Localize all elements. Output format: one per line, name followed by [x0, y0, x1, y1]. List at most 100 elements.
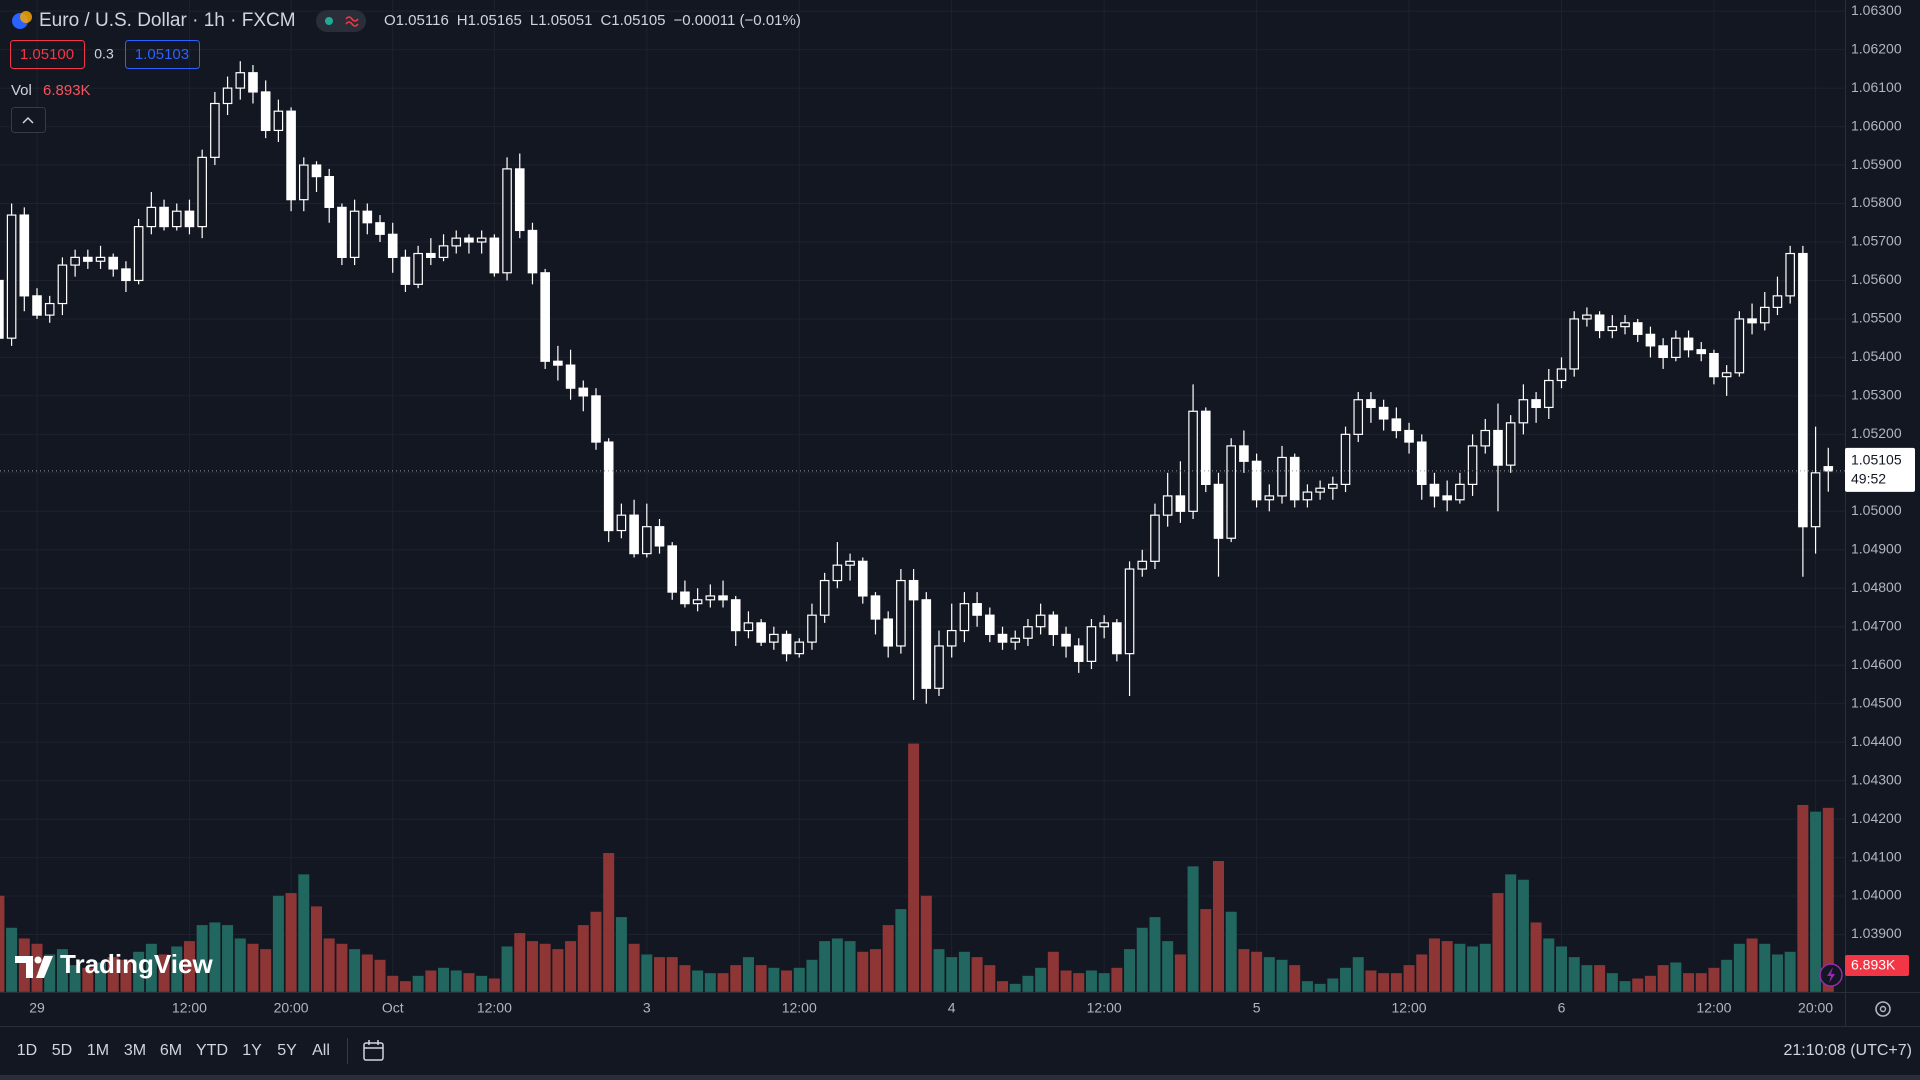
settings-button[interactable] [1875, 1001, 1891, 1017]
candle-body [1099, 622, 1109, 628]
candle-body [832, 564, 843, 582]
candle-body [1810, 472, 1821, 528]
volume-bar [463, 973, 475, 992]
candle-body [1683, 337, 1694, 351]
candle-body [349, 210, 360, 258]
x-tick-label: 12:00 [172, 1000, 207, 1016]
spread: 0.3 [94, 46, 114, 62]
sell-button[interactable] [10, 40, 85, 69]
candle-body [1366, 399, 1376, 409]
candle-body [1086, 626, 1097, 662]
volume-bar [895, 909, 907, 992]
candle-body [210, 102, 220, 158]
range-button[interactable]: 1M [87, 1042, 109, 1059]
range-button[interactable]: 5Y [277, 1042, 297, 1059]
volume-bar [565, 941, 577, 992]
candle-body [654, 526, 665, 547]
ohlc-prefix: O [384, 12, 396, 29]
volume-bar [349, 949, 361, 992]
y-tick-label: 1.05800 [1851, 194, 1902, 210]
symbol-icon [20, 11, 32, 23]
volume-bar [844, 941, 856, 992]
candle-body [1353, 399, 1364, 435]
y-tick-label: 1.05500 [1851, 310, 1902, 326]
candle-body [1455, 483, 1465, 501]
candle-body [108, 256, 119, 270]
range-button[interactable]: 1D [17, 1042, 37, 1059]
volume-bar [336, 943, 348, 992]
volume-bar [272, 895, 284, 992]
delay-icon [345, 16, 359, 27]
range-button[interactable]: 3M [124, 1042, 146, 1059]
volume-bar [247, 943, 259, 992]
volume-bar [1759, 943, 1771, 992]
volume-bar [399, 981, 411, 992]
candle-body [1442, 495, 1452, 501]
volume-bar [933, 949, 945, 992]
range-button[interactable]: 1Y [242, 1042, 262, 1059]
volume-bar [1467, 946, 1479, 992]
y-tick-label: 1.05900 [1851, 156, 1902, 172]
volume-bar [666, 957, 678, 992]
candle-body [883, 618, 893, 647]
volume-bar [742, 957, 754, 992]
candle-body [1112, 622, 1122, 655]
goto-date-button[interactable] [363, 1042, 384, 1061]
volume-bar [971, 957, 983, 992]
volume-bar [234, 938, 246, 992]
volume-bar [31, 943, 43, 992]
y-tick-label: 1.06300 [1851, 2, 1902, 18]
volume-bar [1810, 811, 1822, 992]
range-button[interactable]: 6M [160, 1042, 182, 1059]
symbol-title[interactable]: Euro / U.S. Dollar · 1h · FXCM [39, 10, 296, 31]
candle-body [1200, 410, 1211, 485]
candle-body [1264, 495, 1275, 501]
range-button[interactable]: 5D [52, 1042, 72, 1059]
candle-body [1518, 399, 1529, 424]
candle-body [1073, 645, 1084, 662]
volume-bar [1162, 941, 1174, 992]
volume-axis-label: 6.893K [1851, 957, 1896, 973]
candle-body [1556, 368, 1567, 382]
volume-bar [552, 949, 564, 992]
y-tick-label: 1.04100 [1851, 848, 1902, 864]
candle-body [260, 91, 271, 132]
buy-button[interactable] [125, 40, 200, 69]
volume-bar [1416, 954, 1428, 992]
volume-bar [1454, 943, 1466, 992]
candle-body [1289, 456, 1300, 501]
range-button[interactable]: All [312, 1042, 330, 1059]
y-tick-label: 1.04600 [1851, 656, 1902, 672]
market-status[interactable] [316, 10, 366, 32]
volume-bar [69, 965, 81, 992]
x-tick-label: 20:00 [1798, 1000, 1833, 1016]
candle-body [197, 156, 207, 228]
candle-body [1404, 429, 1414, 443]
candle-body [1759, 306, 1770, 324]
candle-body [718, 595, 728, 601]
y-tick-label: 1.04400 [1851, 733, 1902, 749]
candle-body [146, 206, 157, 228]
collapse-button[interactable] [11, 107, 46, 133]
volume-bar [285, 893, 297, 992]
clock[interactable]: 21:10:08 (UTC+7) [1783, 1042, 1912, 1059]
volume-bar [1733, 943, 1745, 992]
range-button[interactable]: YTD [196, 1042, 228, 1059]
watermark-logo [36, 956, 53, 978]
x-tick-label: 3 [643, 1000, 651, 1016]
volume-bar [1289, 965, 1301, 992]
volume-bar [590, 911, 602, 992]
volume-bar [755, 965, 767, 992]
volume-bar [1124, 949, 1136, 992]
candle-body [311, 164, 322, 178]
candle-body [934, 645, 944, 689]
candle-body [946, 629, 957, 647]
volume-bar [628, 943, 640, 992]
candle-body [324, 175, 335, 208]
candle-body [413, 252, 423, 285]
x-tick-label: 4 [948, 1000, 956, 1016]
candle-body [1124, 568, 1135, 655]
volume-bar [1149, 917, 1161, 992]
candle-body [1226, 445, 1236, 539]
watermark-logo [34, 956, 42, 964]
